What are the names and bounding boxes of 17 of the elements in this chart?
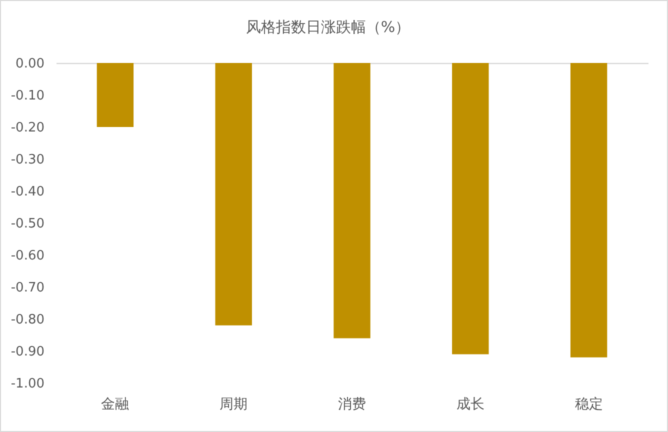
x-tick-label: 稳定 (574, 396, 603, 412)
y-tick-label: -0.60 (10, 248, 44, 264)
y-tick-label: -1.00 (10, 376, 44, 392)
x-tick-label: 成长 (456, 396, 484, 412)
y-tick-label: -0.50 (10, 216, 44, 232)
x-tick-label: 金融 (101, 396, 130, 412)
y-tick-label: -0.70 (10, 280, 44, 296)
x-tick-label: 周期 (220, 396, 248, 412)
x-tick-label: 消费 (338, 396, 366, 412)
y-tick-label: -0.80 (10, 312, 44, 328)
y-tick-label: 0.00 (16, 56, 44, 72)
y-tick-label: -0.40 (10, 184, 44, 200)
y-tick-label: -0.20 (10, 120, 44, 136)
y-tick-label: -0.30 (10, 152, 44, 168)
chart-title: 风格指数日涨跌幅（%） (246, 18, 410, 36)
y-tick-label: -0.90 (10, 344, 44, 360)
y-tick-label: -0.10 (10, 88, 44, 104)
